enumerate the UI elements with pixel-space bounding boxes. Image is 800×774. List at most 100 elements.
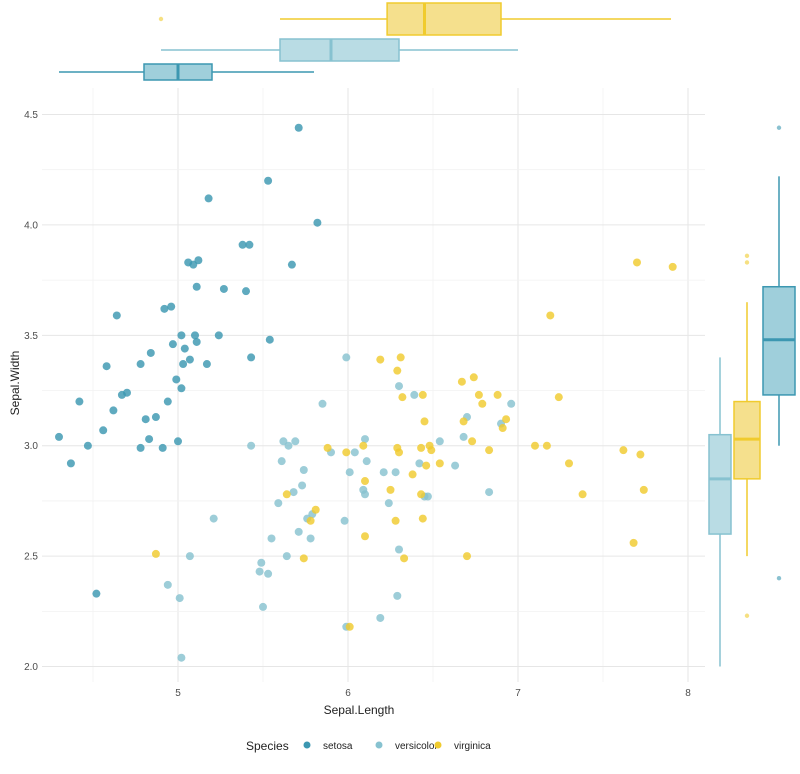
- scatter-point-setosa: [174, 437, 182, 446]
- scatter-point-setosa: [185, 355, 194, 364]
- legend-key-versicolor: [375, 741, 383, 749]
- scatter-point-virginica: [668, 262, 677, 271]
- scatter-point-versicolor: [259, 602, 267, 611]
- x-boxplot-box-virginica: [386, 2, 502, 36]
- scatter-point-setosa: [55, 432, 63, 441]
- scatter-point-setosa: [245, 240, 254, 249]
- scatter-point-virginica: [639, 485, 648, 494]
- scatter-point-versicolor: [299, 466, 308, 475]
- scatter-point-versicolor: [267, 534, 276, 543]
- scatter-point-virginica: [151, 549, 160, 558]
- y-boxplot-outlier-setosa: [776, 125, 782, 130]
- scatter-point-setosa: [158, 443, 167, 452]
- y-boxplot-outlier-virginica: [744, 613, 750, 618]
- scatter-point-setosa: [168, 340, 177, 349]
- scatter-point-setosa: [112, 311, 121, 320]
- scatter-point-virginica: [493, 390, 502, 399]
- scatter-point-versicolor: [379, 468, 388, 477]
- scatter-point-virginica: [393, 366, 402, 375]
- scatter-point-versicolor: [185, 552, 194, 561]
- scatter-point-versicolor: [274, 499, 283, 508]
- scatter-point-virginica: [299, 554, 308, 563]
- scatter-point-setosa: [123, 388, 131, 397]
- scatter-point-versicolor: [342, 353, 351, 362]
- scatter-point-setosa: [238, 240, 247, 249]
- scatter-point-virginica: [417, 443, 426, 452]
- scatter-point-virginica: [546, 311, 555, 320]
- scatter-point-versicolor: [284, 441, 293, 450]
- scatter-point-setosa: [109, 406, 118, 415]
- scatter-point-virginica: [629, 538, 638, 547]
- scatter-point-virginica: [396, 353, 405, 362]
- scatter-point-virginica: [376, 355, 385, 364]
- scatter-point-setosa: [172, 375, 181, 384]
- y-boxplot-box-versicolor: [708, 433, 732, 535]
- scatter-point-virginica: [282, 490, 291, 499]
- scatter-point-virginica: [485, 446, 494, 455]
- scatter-point-virginica: [633, 258, 641, 267]
- scatter-point-setosa: [102, 362, 111, 371]
- y-boxplot-outlier-setosa: [776, 576, 782, 581]
- scatter-point-versicolor: [393, 591, 402, 600]
- scatter-point-versicolor: [395, 545, 403, 554]
- scatter-point-versicolor: [277, 457, 286, 466]
- scatter-point-versicolor: [255, 567, 264, 576]
- x-tick-label: 8: [685, 688, 691, 699]
- scatter-point-setosa: [92, 589, 101, 598]
- scatter-point-setosa: [287, 260, 296, 269]
- y-boxplot-outlier-virginica: [744, 260, 750, 265]
- scatter-point-virginica: [417, 490, 426, 499]
- scatter-point-virginica: [531, 441, 539, 450]
- scatter-point-virginica: [398, 393, 407, 402]
- scatter-point-virginica: [391, 516, 400, 525]
- scatter-point-virginica: [459, 417, 468, 426]
- legend-key-setosa: [303, 741, 311, 749]
- x-tick-label: 7: [515, 688, 521, 699]
- scatter-point-virginica: [359, 441, 368, 450]
- scatter-point-virginica: [420, 417, 429, 426]
- scatter-point-versicolor: [163, 580, 172, 589]
- scatter-point-setosa: [204, 194, 213, 203]
- y-tick-label: 2.0: [24, 662, 38, 673]
- legend-label-versicolor: versicolor: [395, 741, 438, 752]
- scatter-point-setosa: [167, 302, 176, 311]
- scatter-point-virginica: [578, 490, 587, 499]
- scatter-point-versicolor: [435, 437, 444, 446]
- scatter-point-versicolor: [391, 468, 400, 477]
- scatter-point-versicolor: [340, 516, 349, 525]
- legend-label-setosa: setosa: [323, 741, 353, 752]
- scatter-point-versicolor: [318, 399, 327, 408]
- scatter-point-setosa: [160, 304, 169, 313]
- scatter-point-versicolor: [415, 459, 424, 468]
- scatter-point-virginica: [502, 415, 511, 424]
- scatter-point-setosa: [177, 331, 186, 340]
- scatter-point-virginica: [311, 505, 320, 514]
- scatter-point-virginica: [361, 477, 369, 486]
- scatter-point-virginica: [418, 390, 427, 399]
- scatter-points: [55, 123, 677, 662]
- scatter-point-versicolor: [507, 399, 516, 408]
- x-tick-label: 6: [345, 688, 351, 699]
- scatter-point-setosa: [265, 335, 274, 344]
- scatter-point-setosa: [145, 435, 154, 444]
- scatter-point-setosa: [177, 384, 186, 393]
- y-tick-label: 4.0: [24, 220, 38, 231]
- scatter-point-setosa: [219, 284, 228, 293]
- scatter-point-setosa: [146, 348, 155, 357]
- scatter-point-versicolor: [410, 390, 419, 399]
- scatter-point-setosa: [141, 415, 150, 424]
- scatter-point-setosa: [191, 331, 199, 340]
- scatter-point-setosa: [83, 441, 92, 450]
- scatter-point-versicolor: [376, 613, 385, 622]
- scatter-point-virginica: [400, 554, 409, 563]
- scatter-point-virginica: [361, 532, 369, 541]
- y-tick-label: 4.5: [24, 110, 38, 121]
- scatter-point-setosa: [66, 459, 75, 468]
- scatter-point-setosa: [75, 397, 84, 406]
- scatter-point-versicolor: [282, 552, 291, 561]
- scatter-point-setosa: [313, 218, 322, 227]
- scatter-point-virginica: [306, 516, 315, 525]
- scatter-point-versicolor: [298, 481, 307, 490]
